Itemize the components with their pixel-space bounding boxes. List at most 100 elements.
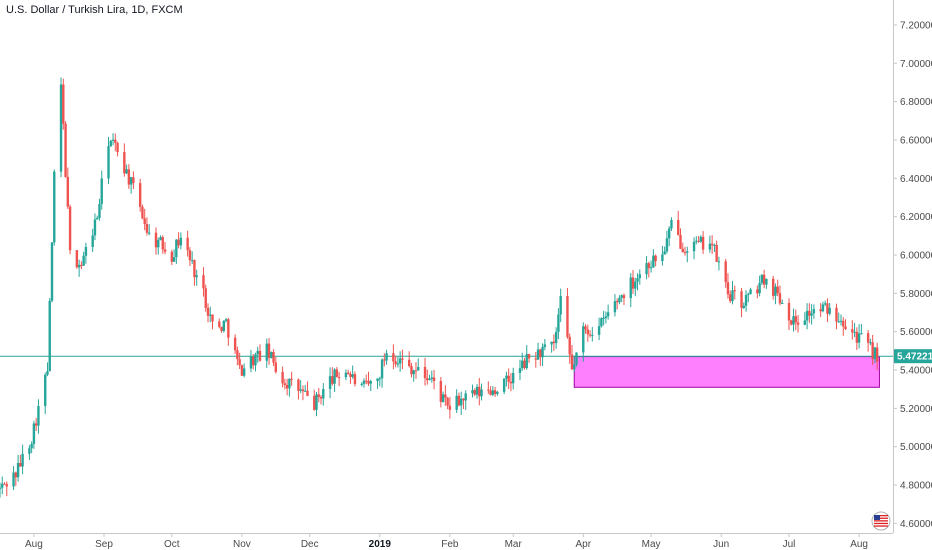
candle: [487, 381, 489, 394]
x-tick-label: Jun: [713, 539, 729, 550]
candle: [444, 385, 446, 406]
candle-body: [302, 389, 304, 391]
candle-body: [44, 375, 46, 406]
candle: [645, 256, 647, 279]
candle: [440, 377, 442, 407]
candle-body: [318, 394, 320, 397]
candle: [858, 324, 860, 348]
candle-body: [582, 326, 584, 352]
candle: [711, 235, 713, 254]
candle: [177, 232, 179, 248]
candle-body: [804, 321, 806, 325]
candle: [345, 369, 347, 380]
candle: [116, 142, 118, 157]
candle-body: [844, 326, 846, 329]
candle: [209, 307, 211, 323]
candle-body: [702, 237, 704, 250]
candle-body: [858, 333, 860, 342]
y-tick-label: 6.20000: [900, 212, 932, 223]
candle: [243, 363, 245, 377]
candle: [700, 235, 702, 243]
candle: [709, 236, 711, 253]
candle: [60, 77, 62, 177]
candle-body: [259, 351, 261, 361]
candle-body: [128, 169, 130, 184]
candle-body: [114, 140, 116, 143]
candle-body: [143, 218, 145, 224]
candle-body: [286, 385, 288, 388]
candle-body: [573, 365, 575, 370]
candle: [80, 261, 82, 269]
candle: [272, 349, 274, 366]
candle: [148, 224, 150, 235]
candle: [241, 365, 243, 376]
candle: [286, 379, 288, 396]
candle: [600, 317, 602, 327]
candle-body: [544, 344, 546, 347]
candle-body: [202, 275, 204, 288]
candle: [49, 298, 51, 371]
candle-body: [851, 329, 853, 332]
candle: [591, 327, 593, 341]
candle-body: [813, 309, 815, 313]
y-tick-label: 7.20000: [900, 20, 932, 31]
candle: [743, 302, 745, 309]
candle: [550, 342, 552, 353]
candle-body: [654, 256, 656, 262]
candle: [503, 378, 505, 394]
candle-body: [598, 326, 600, 335]
candle-body: [363, 381, 365, 384]
candle-body: [756, 289, 758, 293]
candle: [781, 300, 783, 304]
candle-body: [476, 387, 478, 395]
y-tick-label: 5.60000: [900, 327, 932, 338]
candle-body: [618, 298, 620, 302]
candle: [431, 371, 433, 383]
candle: [299, 380, 301, 393]
candle: [544, 339, 546, 350]
candle-body: [528, 354, 530, 358]
candle: [654, 254, 656, 266]
candle-body: [550, 342, 552, 345]
flag-icon[interactable]: [872, 512, 890, 530]
candle: [494, 387, 496, 397]
candle: [408, 351, 410, 367]
candle-body: [797, 322, 799, 324]
candle: [155, 227, 157, 254]
candle: [679, 228, 681, 249]
candle: [417, 359, 419, 371]
candle-body: [494, 390, 496, 394]
candle: [553, 334, 555, 351]
candle: [630, 273, 632, 307]
candle-body: [110, 141, 112, 146]
candle-body: [462, 399, 464, 401]
candle: [695, 236, 697, 244]
candle-body: [94, 219, 96, 235]
candle: [777, 280, 779, 297]
candle: [693, 237, 695, 259]
candle-body: [195, 275, 197, 277]
candle: [867, 330, 869, 352]
candle: [663, 246, 665, 254]
candle: [376, 378, 378, 389]
candle-body: [605, 316, 607, 318]
candle-body: [828, 308, 830, 314]
candle: [632, 270, 634, 294]
candle-body: [749, 289, 751, 293]
candle: [462, 398, 464, 409]
candle: [853, 323, 855, 337]
candle-body: [826, 303, 828, 313]
candle-body: [478, 387, 480, 396]
candle: [869, 339, 871, 346]
candle: [76, 250, 78, 269]
candle: [1, 476, 3, 494]
candle-body: [553, 342, 555, 343]
candle: [652, 249, 654, 268]
candle-body: [238, 359, 240, 365]
last-price-label: 5.47221: [897, 352, 932, 363]
demand-zone-box[interactable]: [574, 357, 879, 388]
candle-body: [709, 244, 711, 250]
candle-body: [284, 383, 286, 385]
x-tick-label: 2019: [369, 539, 392, 550]
